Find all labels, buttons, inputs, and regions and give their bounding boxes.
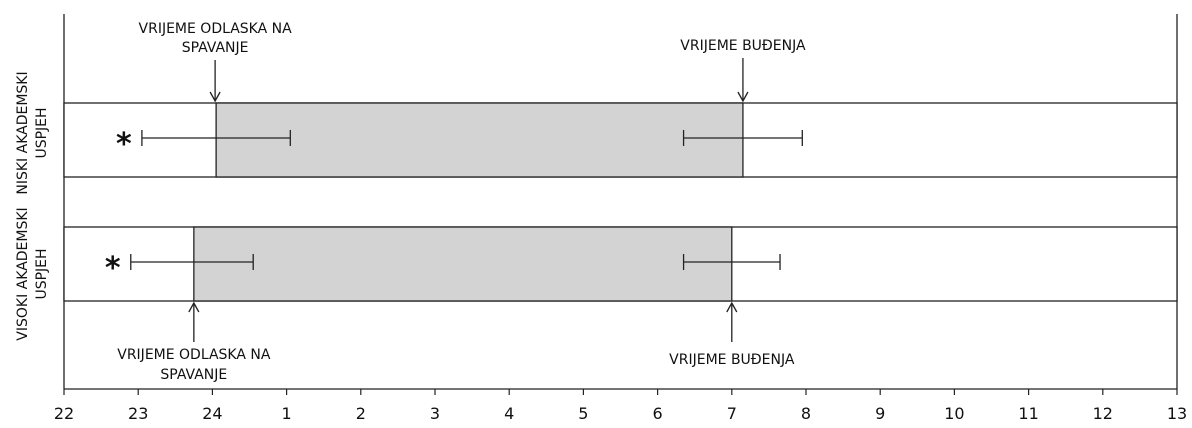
group-label-line: USPJEH [34, 248, 50, 299]
group-label-line: USPJEH [34, 107, 50, 158]
x-tick-label: 11 [1018, 404, 1038, 423]
x-tick-label: 23 [128, 404, 148, 423]
x-tick-label: 24 [202, 404, 222, 423]
bedtime-annotation: VRIJEME ODLASKA NA [139, 21, 293, 37]
bedtime-annotation: SPAVANJE [182, 40, 249, 56]
x-tick-label: 2 [356, 404, 366, 423]
x-tick-label: 4 [504, 404, 514, 423]
group-label-line: VISOKI AKADEMSKI [15, 207, 31, 340]
bedtime-annotation: VRIJEME ODLASKA NA [117, 347, 271, 363]
x-tick-label: 6 [653, 404, 663, 423]
sleep-bar [216, 103, 743, 177]
group-label: VISOKI AKADEMSKI USPJEH [15, 207, 50, 340]
x-tick-label: 1 [282, 404, 292, 423]
significance-marker: * [116, 127, 132, 162]
x-tick-label: 13 [1167, 404, 1187, 423]
significance-marker: * [105, 251, 121, 286]
x-tick-label: 5 [578, 404, 588, 423]
waketime-annotation: VRIJEME BUĐENJA [680, 38, 806, 54]
group-label-line: NISKI AKADEMSKI [15, 71, 31, 194]
x-tick-label: 12 [1093, 404, 1113, 423]
x-tick-label: 8 [801, 404, 811, 423]
waketime-annotation: VRIJEME BUĐENJA [669, 352, 795, 368]
sleep-bar [194, 227, 732, 301]
x-tick-label: 3 [430, 404, 440, 423]
bedtime-annotation: SPAVANJE [160, 367, 227, 383]
x-tick-label: 9 [875, 404, 885, 423]
x-tick-label: 7 [727, 404, 737, 423]
group-label: NISKI AKADEMSKI USPJEH [15, 71, 50, 194]
x-tick-label: 10 [944, 404, 964, 423]
x-tick-label: 22 [54, 404, 74, 423]
